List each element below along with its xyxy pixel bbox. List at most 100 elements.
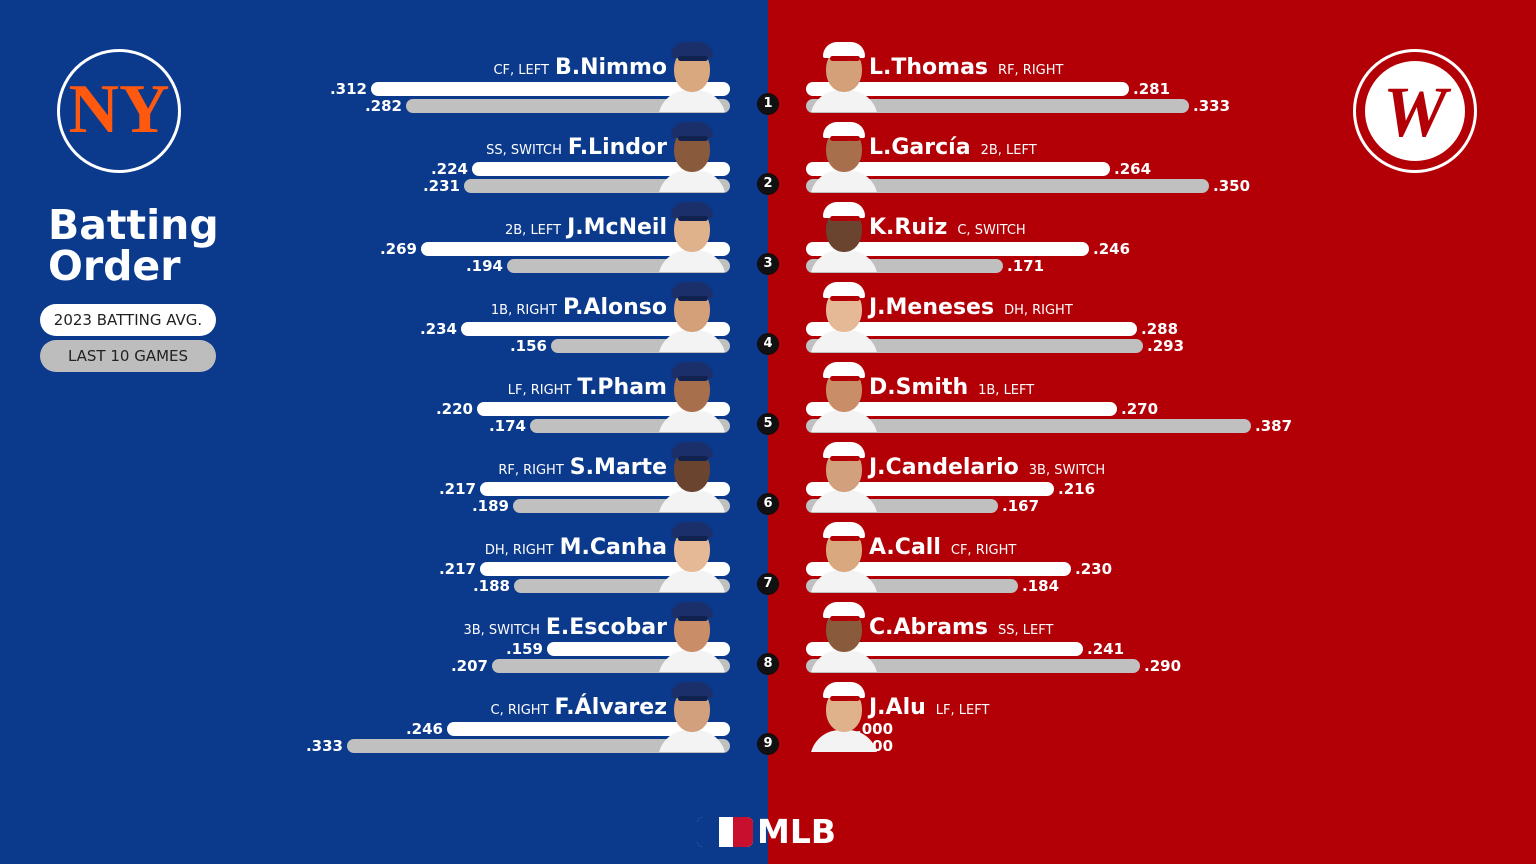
player-position: DH, RIGHT <box>1004 303 1073 318</box>
player-position: RF, RIGHT <box>498 463 564 478</box>
mets-season-value: .217 <box>438 480 476 498</box>
player-name: D.Smith <box>869 375 969 400</box>
mets-season-bar <box>477 402 730 416</box>
cap-brim <box>830 616 860 621</box>
jersey <box>810 90 878 112</box>
cap <box>823 442 865 458</box>
batting-order-number: 1 <box>757 93 779 115</box>
mets-player-label: DH, RIGHT M.Canha <box>485 536 667 560</box>
player-position: 1B, RIGHT <box>490 303 557 318</box>
nationals-season-bar <box>806 482 1054 496</box>
jersey <box>658 650 726 672</box>
batting-order-number: 8 <box>757 653 779 675</box>
nationals-player-label: L.Thomas RF, RIGHT <box>869 56 1063 80</box>
player-name: J.Alu <box>869 695 926 720</box>
mets-recent-bar <box>406 99 730 113</box>
mets-recent-value: .333 <box>305 737 343 755</box>
jersey <box>810 410 878 432</box>
mets-season-bar <box>461 322 730 336</box>
mets-player-photo <box>654 362 730 432</box>
nationals-recent-value: .350 <box>1213 177 1251 195</box>
player-position: CF, LEFT <box>493 63 549 78</box>
player-name: K.Ruiz <box>869 215 948 240</box>
player-name: J.McNeil <box>567 215 667 240</box>
nationals-player-label: J.Alu LF, LEFT <box>869 696 989 720</box>
player-name: E.Escobar <box>545 615 667 640</box>
cap <box>671 522 713 538</box>
nationals-season-value: .281 <box>1133 80 1171 98</box>
mets-player-photo <box>654 522 730 592</box>
legend-season: 2023 BATTING AVG. <box>40 304 216 336</box>
mets-season-bar <box>480 562 730 576</box>
cap-brim <box>830 296 860 301</box>
player-position: LF, LEFT <box>935 703 990 718</box>
player-position: C, RIGHT <box>490 703 549 718</box>
mets-season-bar <box>371 82 730 96</box>
cap-brim <box>830 56 860 61</box>
mets-player-photo <box>654 602 730 672</box>
player-position: 1B, LEFT <box>978 383 1035 398</box>
mets-season-value: .234 <box>419 320 457 338</box>
jersey <box>810 650 878 672</box>
cap-brim <box>830 136 860 141</box>
mets-season-bar <box>447 722 730 736</box>
player-position: CF, RIGHT <box>950 543 1017 558</box>
svg-text:NY: NY <box>68 71 169 148</box>
player-position: 3B, SWITCH <box>1028 463 1106 478</box>
jersey <box>810 730 878 752</box>
mets-player-photo <box>654 42 730 112</box>
mets-recent-value: .174 <box>488 417 526 435</box>
nationals-season-value: .230 <box>1075 560 1113 578</box>
player-position: LF, RIGHT <box>507 383 572 398</box>
mets-season-value: .312 <box>329 80 367 98</box>
player-name: T.Pham <box>577 375 667 400</box>
nationals-recent-value: .184 <box>1022 577 1060 595</box>
mets-player-label: CF, LEFT B.Nimmo <box>493 56 667 80</box>
player-position: 2B, LEFT <box>504 223 562 238</box>
mets-recent-value: .194 <box>465 257 503 275</box>
nationals-recent-bar <box>806 99 1189 113</box>
nationals-player-label: J.Candelario 3B, SWITCH <box>869 456 1105 480</box>
cap <box>823 282 865 298</box>
batting-order-number: 3 <box>757 253 779 275</box>
player-name: A.Call <box>869 535 941 560</box>
batting-order-number: 9 <box>757 733 779 755</box>
legend-recent: LAST 10 GAMES <box>40 340 216 372</box>
cap-brim <box>830 376 860 381</box>
mets-season-value: .220 <box>435 400 473 418</box>
mlb-wordmark: MLB <box>757 812 837 851</box>
mets-logo: NY <box>57 49 181 173</box>
jersey <box>658 90 726 112</box>
mets-player-photo <box>654 682 730 752</box>
player-name: L.Thomas <box>869 55 989 80</box>
cap <box>671 282 713 298</box>
cap-brim <box>830 696 860 701</box>
nationals-player-photo <box>806 362 882 432</box>
nationals-player-label: C.Abrams SS, LEFT <box>869 616 1053 640</box>
player-name: J.Meneses <box>869 295 995 320</box>
jersey <box>658 410 726 432</box>
nationals-season-bar <box>806 402 1117 416</box>
jersey <box>658 490 726 512</box>
page-title: Batting Order <box>48 205 219 287</box>
nationals-season-value: .000 <box>856 720 894 738</box>
mets-recent-value: .156 <box>509 337 547 355</box>
nationals-player-photo <box>806 522 882 592</box>
nationals-player-photo <box>806 442 882 512</box>
nationals-season-bar <box>806 162 1110 176</box>
mets-recent-value: .189 <box>471 497 509 515</box>
cap-brim <box>678 296 708 301</box>
nationals-recent-bar <box>806 339 1143 353</box>
nationals-recent-value: .333 <box>1193 97 1231 115</box>
player-name: F.Lindor <box>567 135 667 160</box>
mets-player-photo <box>654 282 730 352</box>
nationals-player-photo <box>806 122 882 192</box>
player-name: C.Abrams <box>869 615 988 640</box>
player-name: M.Canha <box>559 535 667 560</box>
nationals-recent-value: .167 <box>1002 497 1040 515</box>
player-position: 3B, SWITCH <box>463 623 540 638</box>
batting-order-number: 6 <box>757 493 779 515</box>
cap <box>671 202 713 218</box>
batting-order-number: 5 <box>757 413 779 435</box>
cap-brim <box>830 216 860 221</box>
